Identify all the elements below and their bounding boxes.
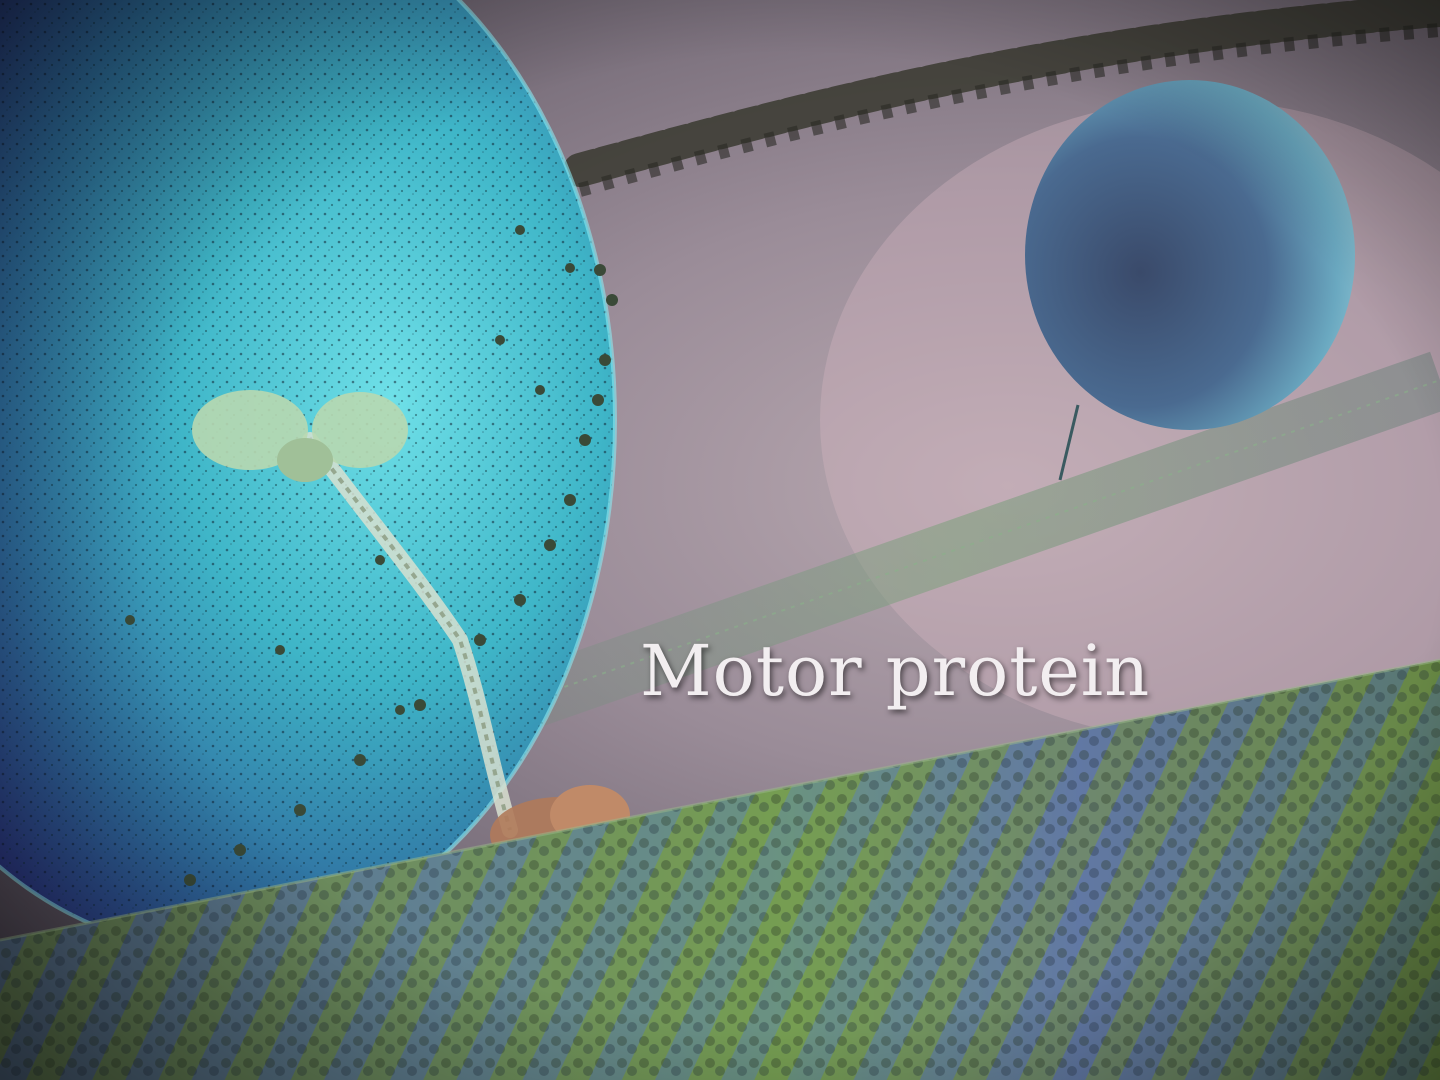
caption-motor-protein: Motor protein <box>640 630 1151 712</box>
